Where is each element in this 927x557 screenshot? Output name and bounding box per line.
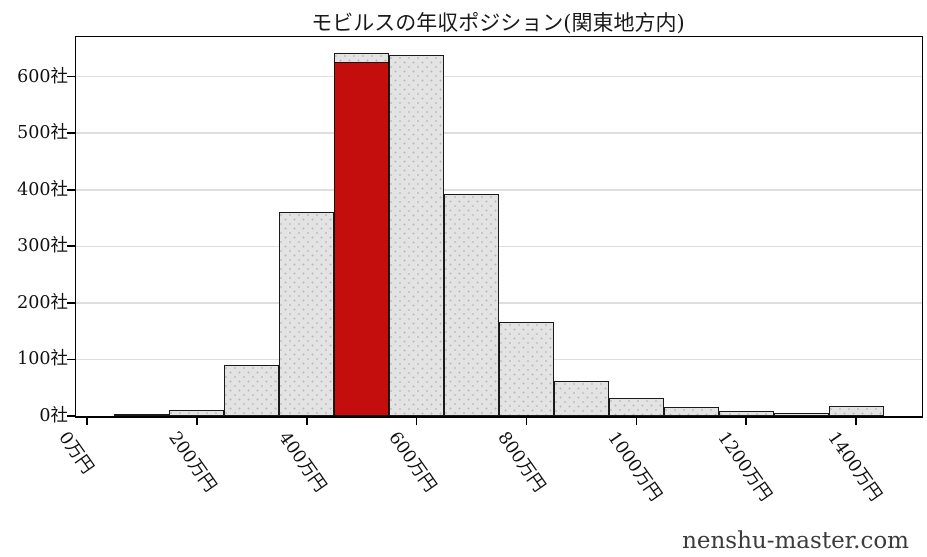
x-tick-mark [635,418,638,425]
y-tick-label: 100社 [17,349,68,370]
highlight-bar [334,61,390,416]
y-tick-label: 200社 [17,292,68,313]
chart-title: モビルスの年収ポジション(関東地方内) [311,11,685,35]
y-gridline [76,132,922,134]
y-gridline [76,75,922,78]
histogram-bar [553,380,609,416]
y-tick-mark [67,358,75,361]
x-tick-label: 1400万円 [823,428,886,505]
histogram-bar [114,414,170,416]
y-gridline [76,302,922,304]
y-gridline [76,189,922,191]
y-tick-label: 400社 [17,179,68,200]
x-tick-mark [855,418,857,425]
x-tick-label: 0万円 [54,428,98,478]
y-tick-label: 0社 [39,406,68,426]
x-tick-mark [745,418,747,425]
y-tick-label: 600社 [17,66,68,87]
y-tick-mark [67,415,75,417]
footer-watermark: nenshu-master.com [682,528,909,554]
histogram-bar [224,364,280,416]
x-tick-label: 200万円 [164,428,220,496]
x-tick-label: 1000万円 [603,428,666,505]
histogram-bar [663,406,719,416]
y-tick-label: 500社 [17,123,68,144]
histogram-bar [499,321,554,416]
y-tick-mark [67,245,75,248]
histogram-bar [444,194,499,416]
y-tick-mark [67,132,75,134]
y-tick-mark [67,302,75,304]
x-tick-label: 800万円 [493,428,550,496]
histogram-bar [718,411,774,416]
x-tick-label: 1200万円 [713,428,776,505]
histogram-bar [773,412,829,416]
y-tick-mark [67,75,75,78]
x-tick-mark [305,418,308,425]
x-tick-label: 600万円 [383,428,440,496]
x-tick-mark [196,418,198,425]
x-tick-mark [415,418,418,425]
y-gridline [76,245,922,248]
histogram-bar [828,405,884,416]
histogram-bar [608,398,664,416]
histogram-bar [279,212,335,416]
x-tick-mark [525,418,528,425]
plot-area: 0社 100社 200社 300社 400社 500社 600社 0万円 200万円 400万円 6… [17,36,923,505]
histogram-bar [169,410,225,416]
histogram-bar [389,54,445,416]
y-tick-mark [67,188,75,191]
y-tick-label: 300社 [17,236,68,257]
x-tick-mark [86,418,88,425]
x-tick-label: 400万円 [274,428,330,496]
